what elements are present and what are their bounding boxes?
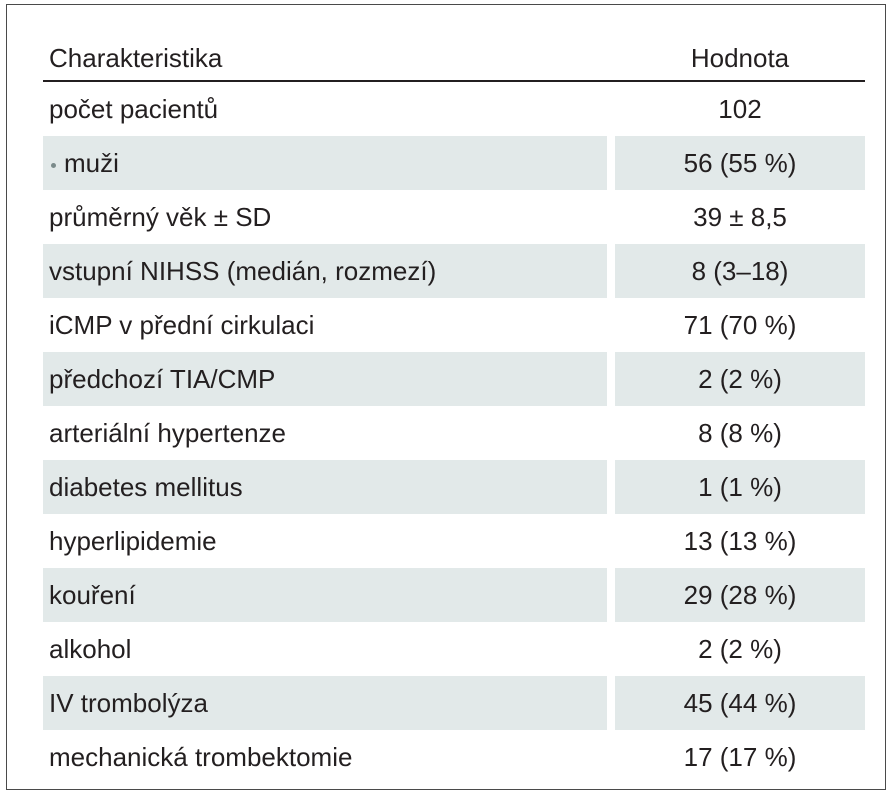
- row-label-text: počet pacientů: [49, 93, 219, 124]
- row-label-text: diabetes mellitus: [49, 471, 243, 502]
- row-label-text: vstupní NIHSS (medián, rozmezí): [49, 255, 437, 286]
- characteristics-table: Charakteristika Hodnota počet pacientů 10…: [43, 37, 865, 784]
- table-row: průměrný věk ± SD 39 ± 8,5: [43, 190, 865, 244]
- row-value: 2 (2 %): [615, 352, 865, 406]
- table-row: hyperlipidemie 13 (13 %): [43, 514, 865, 568]
- row-label-text: arteriální hypertenze: [49, 417, 287, 448]
- row-label-text: muži: [64, 147, 119, 178]
- row-value: 71 (70 %): [683, 309, 797, 340]
- table-frame: Charakteristika Hodnota počet pacientů 10…: [6, 4, 886, 790]
- bullet-icon: [51, 162, 56, 168]
- row-label-text: IV trombolýza: [49, 687, 208, 718]
- row-label-text: průměrný věk ± SD: [49, 201, 272, 232]
- row-label-text: mechanická trombektomie: [49, 741, 353, 772]
- row-value: 13 (13 %): [683, 525, 797, 556]
- header-value: Hodnota: [690, 43, 790, 73]
- row-label: vstupní NIHSS (medián, rozmezí): [43, 244, 607, 298]
- row-label-text: iCMP v přední cirkulaci: [49, 309, 315, 340]
- table-body: počet pacientů 102 muži 56 (55 %) průměrný v…: [43, 82, 865, 784]
- row-value: 45 (44 %): [615, 676, 865, 730]
- table-row: muži 56 (55 %): [43, 136, 865, 190]
- table-row: předchozí TIA/CMP 2 (2 %): [43, 352, 865, 406]
- table-row: počet pacientů 102: [43, 82, 865, 136]
- row-value: 1 (1 %): [615, 460, 865, 514]
- row-label: mechanická trombektomie: [43, 730, 607, 784]
- table-row: mechanická trombektomie 17 (17 %): [43, 730, 865, 784]
- row-label: kouření: [43, 568, 607, 622]
- row-label: iCMP v přední cirkulaci: [43, 298, 607, 352]
- row-value: 56 (55 %): [615, 136, 865, 190]
- table-row: diabetes mellitus 1 (1 %): [43, 460, 865, 514]
- row-value: 8 (8 %): [698, 417, 782, 448]
- row-label-text: předchozí TIA/CMP: [49, 363, 276, 394]
- table-row: vstupní NIHSS (medián, rozmezí) 8 (3–18): [43, 244, 865, 298]
- row-value: 29 (28 %): [615, 568, 865, 622]
- row-value: 102: [718, 93, 762, 124]
- table-row: kouření 29 (28 %): [43, 568, 865, 622]
- row-label-text: hyperlipidemie: [49, 525, 217, 556]
- header-characteristic: Charakteristika: [49, 43, 223, 73]
- row-label: IV trombolýza: [43, 676, 607, 730]
- row-value: 8 (3–18): [615, 244, 865, 298]
- table-row: iCMP v přední cirkulaci 71 (70 %): [43, 298, 865, 352]
- row-label: alkohol: [43, 622, 607, 676]
- row-label: arteriální hypertenze: [43, 406, 607, 460]
- table-row: alkohol 2 (2 %): [43, 622, 865, 676]
- row-label: předchozí TIA/CMP: [43, 352, 607, 406]
- row-value: 17 (17 %): [683, 741, 797, 772]
- table-row: arteriální hypertenze 8 (8 %): [43, 406, 865, 460]
- row-label-text: kouření: [49, 579, 136, 610]
- row-label: hyperlipidemie: [43, 514, 607, 568]
- row-label: průměrný věk ± SD: [43, 190, 607, 244]
- row-value: 39 ± 8,5: [693, 201, 787, 232]
- row-label: muži: [43, 136, 607, 190]
- row-label: počet pacientů: [43, 82, 607, 136]
- row-label: diabetes mellitus: [43, 460, 607, 514]
- row-value: 2 (2 %): [698, 633, 782, 664]
- table-header: Charakteristika Hodnota: [43, 37, 865, 82]
- row-label-text: alkohol: [49, 633, 132, 664]
- table-row: IV trombolýza 45 (44 %): [43, 676, 865, 730]
